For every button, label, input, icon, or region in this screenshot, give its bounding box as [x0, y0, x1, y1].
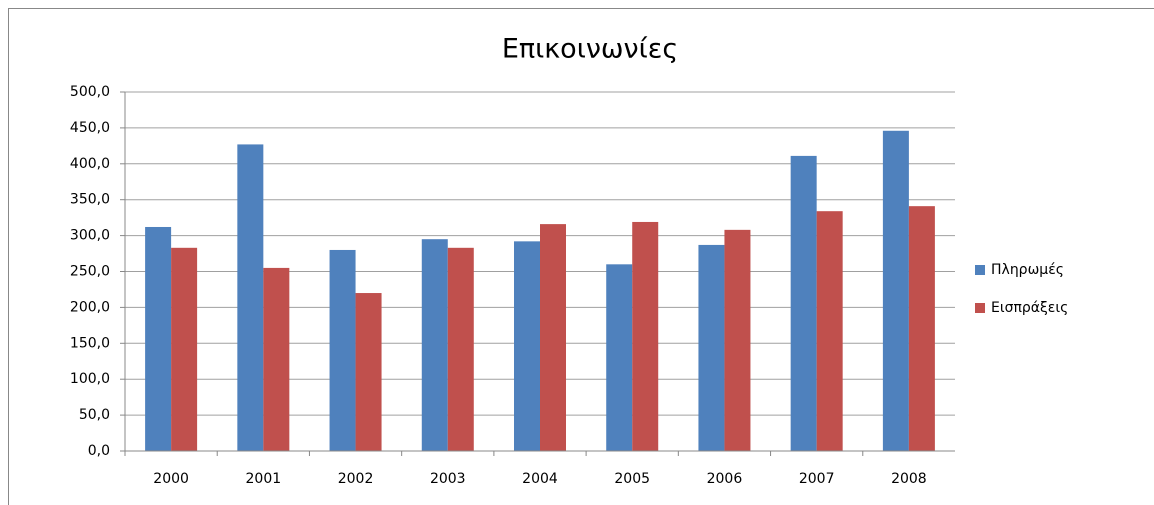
x-tick-label: 2001	[246, 471, 282, 487]
bar	[263, 267, 290, 451]
y-tick-label: 100,0	[70, 371, 110, 387]
y-tick-label: 150,0	[70, 335, 110, 351]
chart-border	[8, 8, 1154, 505]
x-tick-label: 2005	[614, 471, 650, 487]
bar	[237, 144, 264, 451]
bar	[171, 247, 198, 451]
y-tick-label: 0,0	[88, 443, 110, 459]
x-tick-label: 2003	[430, 471, 466, 487]
bar	[790, 155, 817, 452]
y-tick-label: 250,0	[70, 264, 110, 280]
bar	[606, 264, 633, 451]
y-tick-label: 300,0	[70, 228, 110, 244]
bar	[724, 229, 751, 451]
y-tick-label: 350,0	[70, 192, 110, 208]
bar	[447, 247, 474, 451]
bar	[145, 226, 172, 451]
bar	[632, 221, 659, 451]
bar	[540, 224, 566, 451]
x-tick-label: 2006	[707, 471, 743, 487]
legend-swatch	[975, 265, 985, 275]
y-tick-label: 500,0	[70, 84, 110, 100]
bar	[816, 211, 843, 451]
legend-label: Εισπράξεις	[991, 300, 1068, 316]
legend-label: Πληρωμές	[991, 262, 1064, 278]
bar	[514, 241, 540, 451]
x-tick-label: 2007	[799, 471, 835, 487]
x-tick-label: 2000	[153, 471, 189, 487]
bar	[421, 239, 448, 451]
chart-title: Επικοινωνίες	[502, 34, 678, 65]
y-tick-label: 50,0	[79, 407, 110, 423]
y-tick-label: 200,0	[70, 299, 110, 315]
legend-swatch	[975, 303, 985, 313]
x-tick-label: 2004	[522, 471, 558, 487]
bar	[882, 130, 909, 451]
y-tick-label: 400,0	[70, 156, 110, 172]
bar	[329, 249, 356, 451]
x-tick-label: 2008	[891, 471, 927, 487]
bar	[355, 293, 382, 451]
y-tick-label: 450,0	[70, 120, 110, 136]
bar	[698, 244, 725, 451]
x-tick-label: 2002	[338, 471, 374, 487]
bar	[908, 206, 935, 451]
